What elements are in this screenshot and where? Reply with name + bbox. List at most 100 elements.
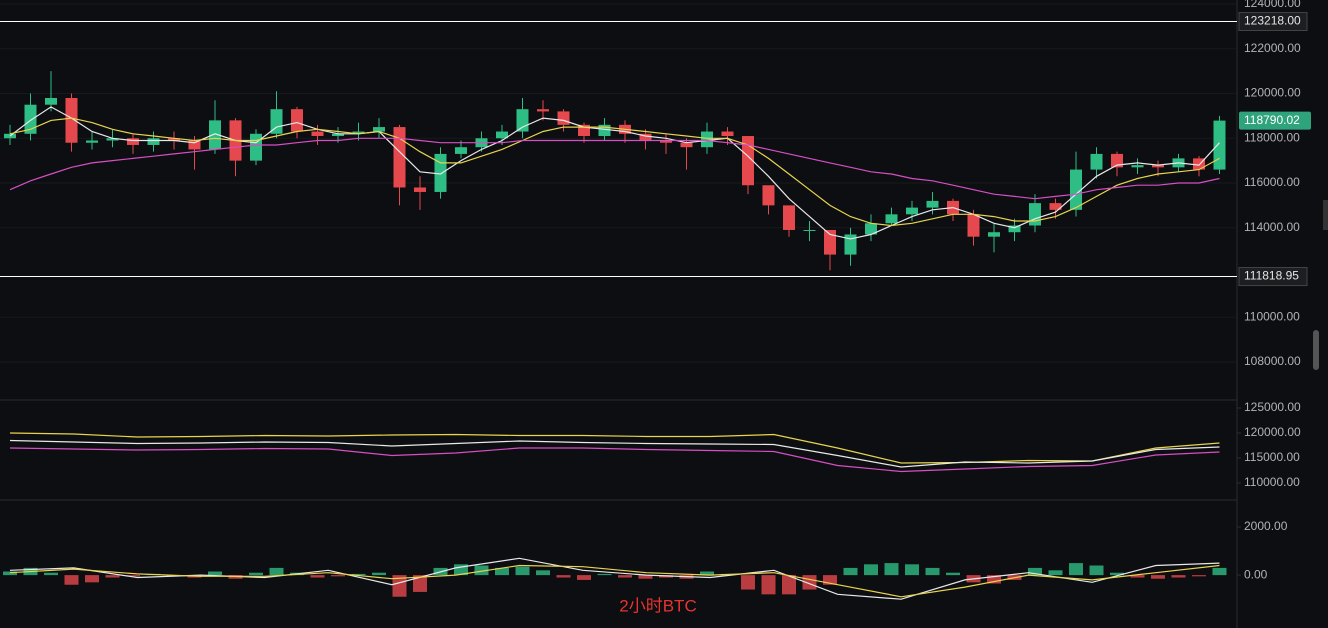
histogram-bar [556, 575, 571, 578]
candle-body [537, 109, 549, 112]
candle-body [352, 131, 365, 134]
candle-body [1213, 120, 1226, 170]
candle-body [701, 131, 713, 148]
histogram-bar [44, 572, 58, 576]
indicator-line [9, 137, 1220, 200]
histogram-bar [474, 565, 489, 576]
histogram-bar [864, 564, 878, 576]
histogram-bar [1130, 575, 1145, 578]
candle-body [188, 140, 201, 150]
histogram-bar [946, 572, 960, 576]
histogram-bar [249, 572, 263, 576]
scroll-handle[interactable] [1313, 330, 1319, 370]
candle-body [1029, 203, 1041, 226]
y-tick-label: 124000.00 [1244, 0, 1301, 10]
y-tick-label: 0.00 [1244, 567, 1268, 581]
histogram-bar [638, 575, 653, 579]
y-tick-label: 115000.00 [1244, 450, 1300, 464]
candle-body [250, 133, 262, 161]
candle-body [680, 142, 693, 148]
candle-body [4, 133, 16, 139]
y-tick-label: 125000.00 [1244, 400, 1301, 414]
candle-body [311, 131, 324, 137]
price-label-box [1238, 267, 1308, 287]
y-tick-label: 110000.00 [1244, 309, 1300, 323]
scroll-handle[interactable] [1323, 200, 1328, 230]
indicator-line [9, 439, 1220, 468]
histogram-bar [1151, 575, 1165, 579]
y-tick-label: 2000.00 [1244, 519, 1288, 533]
candle-body [496, 131, 508, 139]
candle-body [65, 97, 78, 143]
candle-body [1193, 158, 1205, 170]
candle-body [1111, 153, 1123, 168]
histogram-bar [515, 566, 530, 576]
candle-body [86, 140, 98, 143]
candle-body [885, 214, 898, 224]
histogram-bar [1110, 572, 1124, 576]
histogram-bar [331, 575, 345, 577]
price-label: 111818.95 [1244, 269, 1299, 283]
histogram-bar [1192, 575, 1206, 577]
candle-body [906, 207, 918, 215]
candle-body [660, 140, 672, 143]
candle-body [1070, 169, 1082, 210]
y-tick-label: 110000.00 [1244, 475, 1300, 489]
candle-body [434, 153, 447, 192]
indicator-line [9, 564, 1220, 598]
candle-body [455, 147, 467, 154]
candle-body [721, 131, 734, 137]
histogram-bar [85, 575, 99, 583]
histogram-bar [495, 567, 509, 576]
histogram-bar [823, 575, 837, 585]
candle-body [393, 127, 406, 188]
candle-body [578, 124, 590, 137]
histogram-bar [577, 575, 591, 580]
candle-body [865, 223, 877, 235]
candle-body [373, 127, 385, 132]
indicator-line [9, 447, 1220, 473]
price-label: 123218.00 [1244, 14, 1301, 28]
candle-body [1049, 203, 1062, 210]
y-tick-label: 108000.00 [1244, 354, 1301, 368]
candle-body [24, 104, 37, 134]
candle-body [127, 138, 139, 145]
histogram-bar [884, 563, 899, 576]
histogram-bar [351, 573, 366, 576]
histogram-bar [208, 571, 222, 576]
histogram-bar [126, 575, 140, 577]
y-tick-label: 118000.00 [1244, 130, 1300, 144]
histogram-bar [761, 575, 776, 595]
histogram-bar [310, 575, 325, 578]
histogram-bar [700, 571, 714, 576]
y-tick-label: 116000.00 [1244, 175, 1300, 189]
candle-body [516, 109, 529, 132]
histogram-bar [618, 575, 632, 578]
candle-body [598, 124, 611, 137]
candle-body [1008, 225, 1021, 233]
candle-body [209, 120, 221, 150]
candle-body [762, 185, 775, 206]
histogram-bar [905, 564, 919, 576]
histogram-bar [372, 572, 386, 576]
candle-body [414, 187, 426, 192]
histogram-bar [269, 567, 284, 576]
histogram-bar [741, 575, 755, 590]
candle-body [967, 214, 980, 237]
candle-body [168, 138, 180, 141]
histogram-bar [64, 575, 79, 585]
indicator-line [9, 117, 1220, 227]
histogram-bar [1028, 567, 1042, 576]
histogram-bar [1171, 575, 1186, 578]
indicator-line [9, 106, 1220, 240]
candle-body [332, 133, 344, 137]
histogram-bar [597, 573, 612, 576]
last-price-label: 118790.02 [1244, 113, 1300, 127]
last-price-box [1239, 111, 1311, 130]
indicator-line [9, 557, 1220, 600]
histogram-bar [454, 564, 468, 576]
chart-title: 2小时BTC [619, 596, 696, 615]
histogram-bar [536, 570, 550, 576]
